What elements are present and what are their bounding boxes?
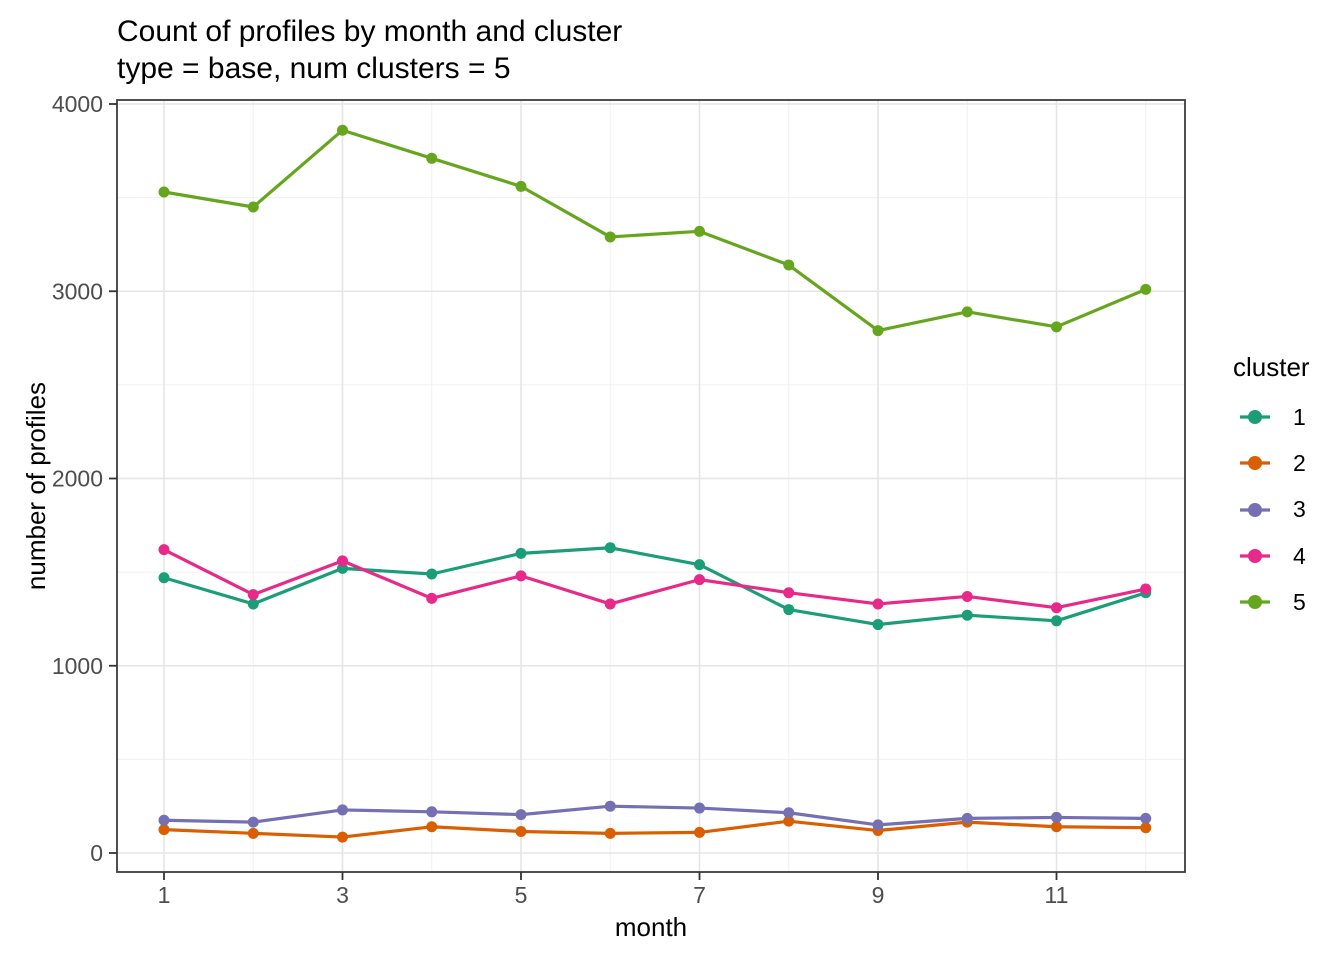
point-cluster-4-month-12 xyxy=(1140,583,1152,595)
point-cluster-2-month-11 xyxy=(1051,821,1062,833)
point-cluster-3-month-3 xyxy=(337,804,348,816)
legend-key-icon xyxy=(1240,595,1270,610)
point-cluster-5-month-10 xyxy=(961,306,973,318)
y-tick-label-4000: 4000 xyxy=(52,91,103,117)
point-cluster-1-month-2 xyxy=(247,598,259,610)
point-cluster-1-month-4 xyxy=(426,568,438,580)
legend-label: 3 xyxy=(1293,496,1306,523)
point-cluster-1-month-7 xyxy=(694,559,705,571)
point-cluster-3-month-6 xyxy=(604,800,616,812)
y-tick-label-2000: 2000 xyxy=(52,466,103,492)
chart-title: Count of profiles by month and cluster xyxy=(117,15,623,48)
x-tick-label-9: 9 xyxy=(872,882,885,908)
legend-label: 4 xyxy=(1293,542,1306,569)
point-cluster-4-month-11 xyxy=(1051,602,1062,614)
legend-label: 1 xyxy=(1293,403,1306,430)
x-tick-label-3: 3 xyxy=(336,882,349,908)
point-cluster-5-month-11 xyxy=(1051,321,1062,333)
series-line-cluster-3 xyxy=(162,804,1148,827)
chart-subtitle: type = base, num clusters = 5 xyxy=(117,52,511,85)
point-cluster-3-month-8 xyxy=(783,807,795,819)
point-cluster-5-month-8 xyxy=(783,259,795,271)
point-cluster-5-month-9 xyxy=(872,325,884,337)
legend-key-icon xyxy=(1240,456,1270,471)
legend-entry-cluster-5: 5 xyxy=(1240,579,1306,625)
point-cluster-4-month-9 xyxy=(872,598,884,610)
point-cluster-2-month-7 xyxy=(694,826,705,838)
title-block: Count of profiles by month and cluster t… xyxy=(117,13,622,87)
point-cluster-3-month-10 xyxy=(961,812,973,824)
x-tick-label-11: 11 xyxy=(1045,882,1069,908)
legend-entry-cluster-4: 4 xyxy=(1240,533,1306,579)
point-cluster-5-month-4 xyxy=(426,152,438,164)
point-cluster-2-month-6 xyxy=(604,827,616,839)
legend-label: 5 xyxy=(1293,588,1306,615)
point-cluster-5-month-5 xyxy=(515,180,527,192)
point-cluster-2-month-3 xyxy=(337,831,348,843)
point-cluster-2-month-1 xyxy=(158,824,170,836)
point-cluster-5-month-7 xyxy=(694,225,705,237)
point-cluster-3-month-9 xyxy=(872,819,884,831)
point-cluster-2-month-5 xyxy=(515,825,527,837)
point-cluster-1-month-10 xyxy=(961,609,973,621)
legend-key-icon xyxy=(1240,549,1270,564)
point-cluster-2-month-4 xyxy=(426,821,438,833)
series-line-cluster-1 xyxy=(162,546,1148,627)
legend-entry-cluster-3: 3 xyxy=(1240,487,1306,533)
point-cluster-4-month-5 xyxy=(515,570,527,582)
point-cluster-1-month-5 xyxy=(515,547,527,559)
point-cluster-2-month-2 xyxy=(247,827,259,839)
point-cluster-3-month-7 xyxy=(694,802,705,814)
point-cluster-4-month-3 xyxy=(337,555,348,567)
point-cluster-5-month-3 xyxy=(337,124,348,136)
point-cluster-4-month-7 xyxy=(694,574,705,586)
point-cluster-4-month-10 xyxy=(961,590,973,602)
point-cluster-1-month-6 xyxy=(604,542,616,554)
legend-entries: 1 2 3 4 5 xyxy=(1240,394,1306,625)
panel-background xyxy=(117,100,1185,872)
panel-border xyxy=(116,99,1186,873)
point-cluster-3-month-11 xyxy=(1051,811,1062,823)
point-cluster-3-month-1 xyxy=(158,814,170,826)
series-line-cluster-2 xyxy=(162,819,1148,839)
legend-label: 2 xyxy=(1293,449,1306,476)
point-cluster-1-month-9 xyxy=(872,619,884,631)
point-cluster-4-month-8 xyxy=(783,587,795,599)
point-cluster-2-month-8 xyxy=(783,815,795,827)
point-cluster-3-month-2 xyxy=(247,816,259,828)
point-cluster-1-month-11 xyxy=(1051,615,1062,627)
legend-entry-cluster-2: 2 xyxy=(1240,440,1306,486)
y-tick-label-0: 0 xyxy=(90,840,103,866)
y-tick-label-1000: 1000 xyxy=(52,653,103,679)
y-axis-title: number of profiles xyxy=(21,381,51,591)
point-cluster-3-month-12 xyxy=(1140,812,1152,824)
point-cluster-3-month-5 xyxy=(515,809,527,821)
y-tick-label-3000: 3000 xyxy=(52,278,103,304)
legend-entry-cluster-1: 1 xyxy=(1240,394,1306,440)
legend-title: cluster xyxy=(1233,352,1310,382)
series-line-cluster-4 xyxy=(162,548,1148,610)
point-cluster-2-month-12 xyxy=(1140,822,1152,834)
point-cluster-5-month-12 xyxy=(1140,283,1152,295)
point-cluster-1-month-1 xyxy=(158,572,170,584)
point-cluster-5-month-2 xyxy=(247,201,259,213)
point-cluster-5-month-1 xyxy=(158,186,170,198)
legend-key-icon xyxy=(1240,502,1270,517)
x-axis-title: month xyxy=(614,912,688,942)
point-cluster-4-month-4 xyxy=(426,592,438,604)
x-tick-label-7: 7 xyxy=(693,882,706,908)
point-cluster-1-month-8 xyxy=(783,604,795,616)
point-cluster-5-month-6 xyxy=(604,231,616,243)
x-tick-label-5: 5 xyxy=(515,882,528,908)
point-cluster-4-month-1 xyxy=(158,544,170,556)
point-cluster-4-month-6 xyxy=(604,598,616,610)
point-cluster-4-month-2 xyxy=(247,589,259,601)
legend: cluster 1 2 3 4 5 xyxy=(1233,352,1344,615)
series-line-cluster-5 xyxy=(162,128,1148,333)
legend-key-icon xyxy=(1240,410,1270,425)
point-cluster-3-month-4 xyxy=(426,806,438,818)
x-tick-label-1: 1 xyxy=(158,882,171,908)
